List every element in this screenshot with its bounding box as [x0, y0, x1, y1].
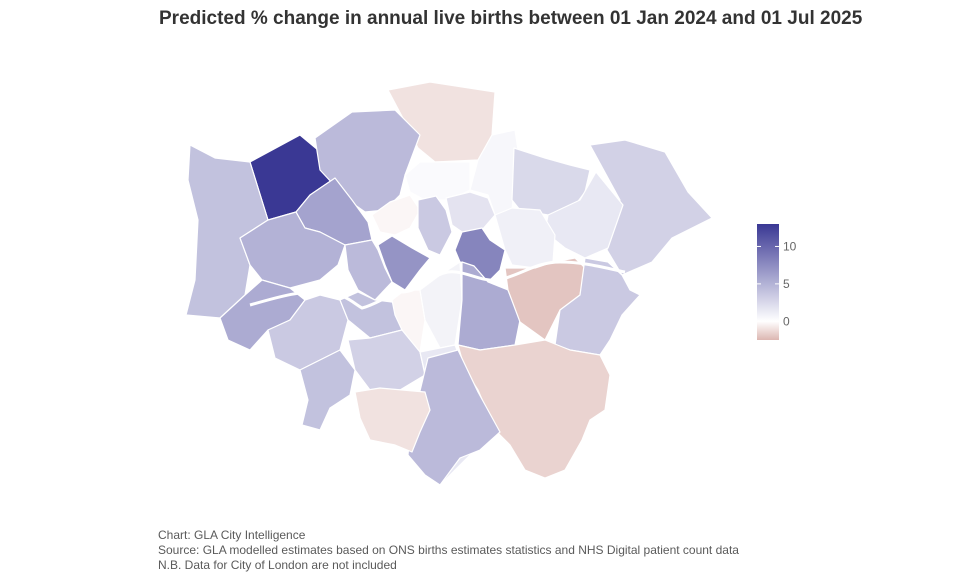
borough-kensington-chelsea[interactable]: [344, 239, 393, 301]
borough-camden[interactable]: [371, 194, 421, 236]
caption: Chart: GLA City Intelligence Source: GLA…: [158, 528, 739, 573]
borough-newham[interactable]: [494, 207, 556, 269]
borough-kingston[interactable]: [299, 349, 356, 431]
borough-westminster[interactable]: [377, 235, 431, 291]
caption-credit: Chart: GLA City Intelligence: [158, 528, 306, 542]
color-legend: 10 5 0: [757, 224, 797, 340]
map-title: Predicted % change in annual live births…: [159, 8, 863, 29]
borough-islington[interactable]: [417, 195, 453, 256]
thames-river: [249, 260, 626, 310]
caption-source: Source: GLA modelled estimates based on …: [158, 543, 739, 557]
legend-tick-label: 0: [783, 314, 790, 328]
borough-tower-hamlets[interactable]: [454, 227, 506, 283]
legend-colorbar: [757, 224, 779, 340]
legend-tick-label: 5: [783, 277, 790, 291]
borough-sutton-west[interactable]: [354, 387, 431, 453]
borough-lewisham[interactable]: [457, 261, 521, 351]
borough-bexley[interactable]: [554, 257, 641, 356]
legend-tick-label: 10: [783, 239, 797, 253]
caption-note: N.B. Data for City of London are not inc…: [158, 558, 397, 572]
borough-ealing[interactable]: [239, 211, 346, 289]
borough-hackney[interactable]: [445, 191, 496, 233]
